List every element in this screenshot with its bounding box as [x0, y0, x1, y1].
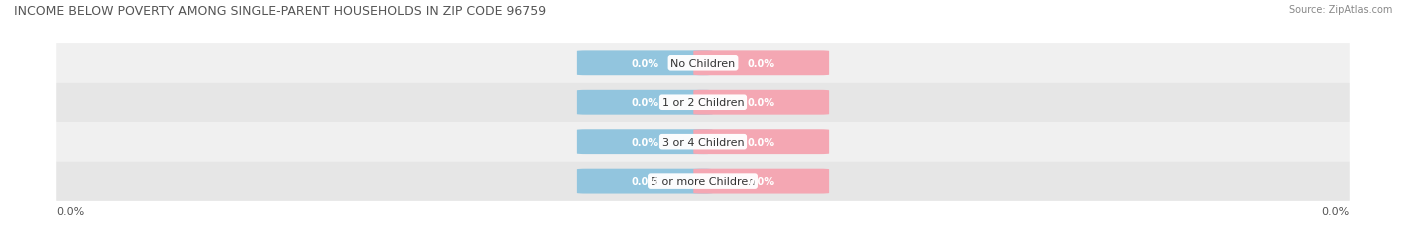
Text: 5 or more Children: 5 or more Children: [651, 176, 755, 186]
Text: Source: ZipAtlas.com: Source: ZipAtlas.com: [1288, 5, 1392, 15]
Text: No Children: No Children: [671, 58, 735, 69]
Text: 0.0%: 0.0%: [631, 98, 658, 108]
Text: 3 or 4 Children: 3 or 4 Children: [662, 137, 744, 147]
Text: 0.0%: 0.0%: [1322, 206, 1350, 216]
FancyBboxPatch shape: [56, 83, 1350, 122]
FancyBboxPatch shape: [576, 169, 713, 194]
Text: 0.0%: 0.0%: [748, 176, 775, 186]
Text: INCOME BELOW POVERTY AMONG SINGLE-PARENT HOUSEHOLDS IN ZIP CODE 96759: INCOME BELOW POVERTY AMONG SINGLE-PARENT…: [14, 5, 546, 18]
FancyBboxPatch shape: [693, 130, 830, 155]
Text: 0.0%: 0.0%: [748, 137, 775, 147]
FancyBboxPatch shape: [576, 51, 713, 76]
FancyBboxPatch shape: [693, 51, 830, 76]
FancyBboxPatch shape: [576, 90, 713, 115]
Text: 0.0%: 0.0%: [56, 206, 84, 216]
Text: 0.0%: 0.0%: [631, 176, 658, 186]
FancyBboxPatch shape: [56, 122, 1350, 162]
Text: 1 or 2 Children: 1 or 2 Children: [662, 98, 744, 108]
Text: 0.0%: 0.0%: [748, 58, 775, 69]
Text: 0.0%: 0.0%: [748, 98, 775, 108]
FancyBboxPatch shape: [56, 44, 1350, 83]
FancyBboxPatch shape: [693, 90, 830, 115]
Text: 0.0%: 0.0%: [631, 58, 658, 69]
FancyBboxPatch shape: [576, 130, 713, 155]
FancyBboxPatch shape: [693, 169, 830, 194]
FancyBboxPatch shape: [56, 162, 1350, 201]
Text: 0.0%: 0.0%: [631, 137, 658, 147]
